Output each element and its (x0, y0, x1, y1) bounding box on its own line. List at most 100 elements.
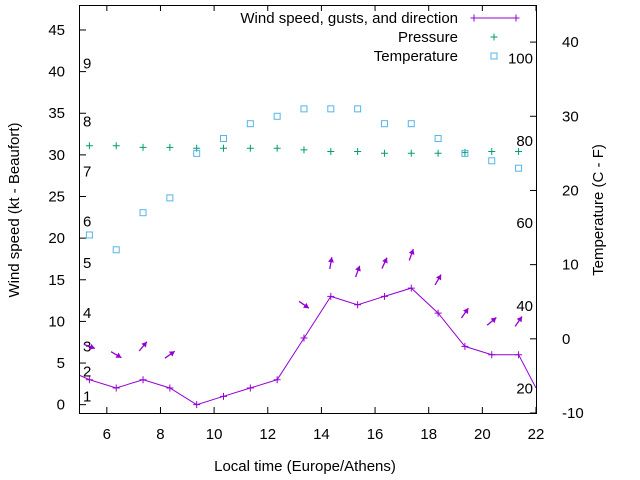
beaufort-label: 1 (83, 388, 91, 405)
pressure-point (112, 142, 120, 150)
beaufort-label: 4 (83, 305, 91, 322)
pressure-series (85, 142, 523, 157)
beaufort-label: 5 (83, 255, 91, 272)
left-tick-label: 45 (48, 22, 65, 39)
left-tick-label: 15 (48, 272, 65, 289)
fahrenheit-label: 80 (516, 133, 533, 150)
temperature-point (488, 157, 496, 165)
wind-speed-point (380, 292, 388, 300)
legend-key-temperature (490, 52, 498, 60)
temperature-point (380, 120, 388, 128)
fahrenheit-labels: 20 40 60 80 100 (508, 50, 533, 397)
temperature-point (461, 149, 469, 157)
pressure-point (273, 144, 281, 152)
wind-speed-point (273, 376, 281, 384)
right-axis-ticks: -10 0 10 20 30 40 (530, 34, 584, 422)
wind-arrow-head (516, 316, 523, 323)
wind-speed-point (434, 309, 442, 317)
pressure-point (300, 146, 308, 154)
wind-speed-point (139, 376, 147, 384)
temperature-point (112, 246, 120, 254)
wind-arrow (164, 350, 176, 359)
legend-marker (490, 33, 498, 41)
x-tick-label: 16 (367, 426, 384, 443)
temperature-point (85, 231, 93, 239)
wind-arrow-head (89, 343, 96, 350)
wind-speed-point (354, 301, 362, 309)
wind-speed-point (85, 376, 93, 384)
wind-speed-point (246, 384, 254, 392)
plot-frame (79, 5, 537, 414)
pressure-point (515, 148, 523, 156)
wind-speed-point (112, 384, 120, 392)
temperature-point (193, 149, 201, 157)
wind-direction-series (83, 248, 523, 359)
pressure-point (246, 144, 254, 152)
fahrenheit-label: 60 (516, 215, 533, 232)
fahrenheit-label: 100 (508, 50, 533, 67)
right-axis-label: Temperature (C - F) (590, 144, 607, 276)
wind-arrow (486, 317, 497, 326)
left-tick-label: 10 (48, 313, 65, 330)
fahrenheit-label: 20 (516, 381, 533, 398)
temperature-series (85, 105, 523, 254)
wind-speed-point (488, 351, 496, 359)
legend: Wind speed, gusts, and direction Pressur… (240, 10, 520, 65)
x-axis-label: Local time (Europe/Athens) (214, 458, 396, 475)
wind-arrow-head (408, 249, 415, 255)
legend-marker (490, 52, 498, 60)
right-tick-label: 40 (562, 34, 579, 51)
wind-arrow (408, 248, 415, 261)
right-tick-label: -10 (562, 405, 584, 422)
x-tick-label: 22 (528, 426, 545, 443)
right-tick-label: 30 (562, 108, 579, 125)
temperature-point (300, 105, 308, 113)
left-axis-label: Wind speed (kt - Beaufort) (6, 122, 23, 297)
temperature-point (166, 194, 174, 202)
left-tick-label: 5 (57, 355, 65, 372)
x-tick-label: 10 (206, 426, 223, 443)
legend-label-pressure: Pressure (398, 29, 458, 46)
x-tick-label: 14 (313, 426, 330, 443)
wind-arrow (110, 351, 122, 359)
beaufort-label: 6 (83, 213, 91, 230)
temperature-point (246, 120, 254, 128)
beaufort-label: 3 (83, 338, 91, 355)
wind-speed-point (407, 284, 415, 292)
legend-marker (470, 14, 478, 22)
legend-marker (512, 14, 520, 22)
temperature-point (220, 135, 228, 143)
legend-label-wind: Wind speed, gusts, and direction (240, 10, 458, 27)
wind-speed-series (79, 284, 537, 409)
left-axis-ticks: 0 5 10 15 20 25 30 35 40 45 (48, 22, 86, 414)
pressure-point (354, 148, 362, 156)
wind-speed-point (166, 384, 174, 392)
wind-arrow-head (141, 341, 147, 348)
wind-arrow-head (490, 317, 497, 324)
wind-arrow (138, 341, 148, 352)
wind-arrow-head (328, 257, 334, 263)
temperature-point (407, 120, 415, 128)
wind-arrow (514, 316, 523, 327)
wind-speed-point (300, 334, 308, 342)
right-tick-label: 20 (562, 182, 579, 199)
wind-speed-point (193, 401, 201, 409)
wind-speed-point (461, 342, 469, 350)
beaufort-label: 2 (83, 363, 91, 380)
beaufort-label: 9 (83, 55, 91, 72)
pressure-point (166, 143, 174, 151)
pressure-point (488, 148, 496, 156)
wind-arrow (328, 257, 334, 270)
legend-key-wind (470, 14, 520, 22)
temperature-point (139, 209, 147, 217)
wind-speed-point (515, 351, 523, 359)
pressure-point (139, 143, 147, 151)
x-tick-label: 6 (103, 426, 111, 443)
legend-label-temperature: Temperature (374, 48, 458, 65)
left-tick-label: 0 (57, 397, 65, 414)
left-tick-label: 25 (48, 189, 65, 206)
pressure-point (85, 142, 93, 150)
wind-speed-point (220, 392, 228, 400)
fahrenheit-label: 40 (516, 298, 533, 315)
temperature-point (327, 105, 335, 113)
